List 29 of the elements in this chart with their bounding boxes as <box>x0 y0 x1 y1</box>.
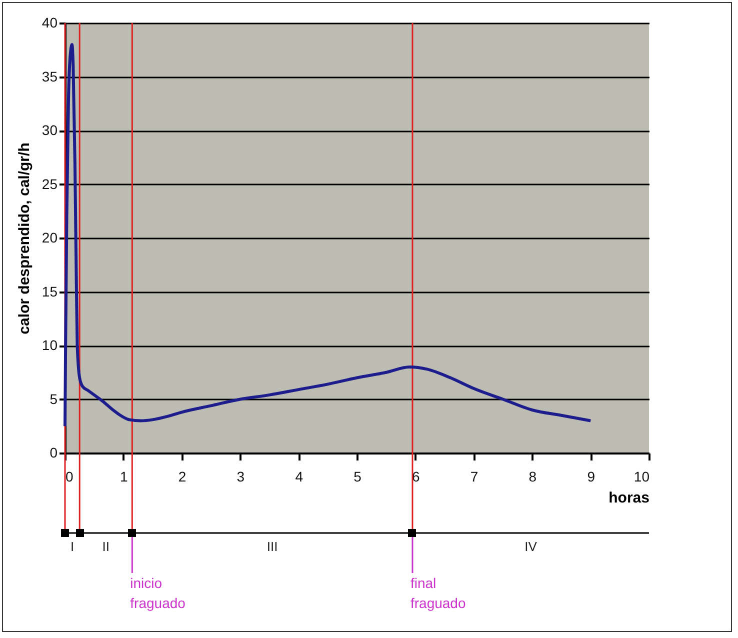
x-tick-label: 4 <box>295 468 304 484</box>
x-tick-label: 1 <box>120 468 128 484</box>
text: II <box>102 539 110 554</box>
x-tick-label: 3 <box>236 468 245 484</box>
x-tick-label: 7 <box>470 468 478 484</box>
ref-line-label: inicio fraguado <box>130 575 186 611</box>
y-tick-label: 0 <box>50 444 58 460</box>
text: III <box>266 539 278 554</box>
y-tick-label: 5 <box>50 390 58 407</box>
x-tick-label: 5 <box>354 468 362 484</box>
x-axis-title: horas <box>608 490 650 506</box>
y-tick-label: 30 <box>42 122 58 138</box>
y-tick-label: 35 <box>42 68 58 84</box>
x-tick-label: 6 <box>412 468 420 484</box>
text: I <box>70 539 74 554</box>
y-tick-label: 40 <box>42 14 58 30</box>
x-tick-label: 9 <box>587 468 596 484</box>
x-tick-label: 0 <box>66 468 74 484</box>
line-series <box>64 43 592 428</box>
x-tick-label: 8 <box>528 468 537 484</box>
y-tick-label: 25 <box>42 176 58 192</box>
x-tick-label: 2 <box>178 468 186 484</box>
ref-line-label: final fraguado <box>410 575 466 611</box>
x-tick-label: 10 <box>634 468 650 484</box>
text: IV <box>524 539 538 554</box>
y-axis-title: calor desprendido, cal/gr/h <box>16 142 33 334</box>
y-tick-label: 20 <box>42 230 58 246</box>
y-tick-label: 10 <box>42 337 58 353</box>
y-tick-label: 15 <box>42 283 58 300</box>
